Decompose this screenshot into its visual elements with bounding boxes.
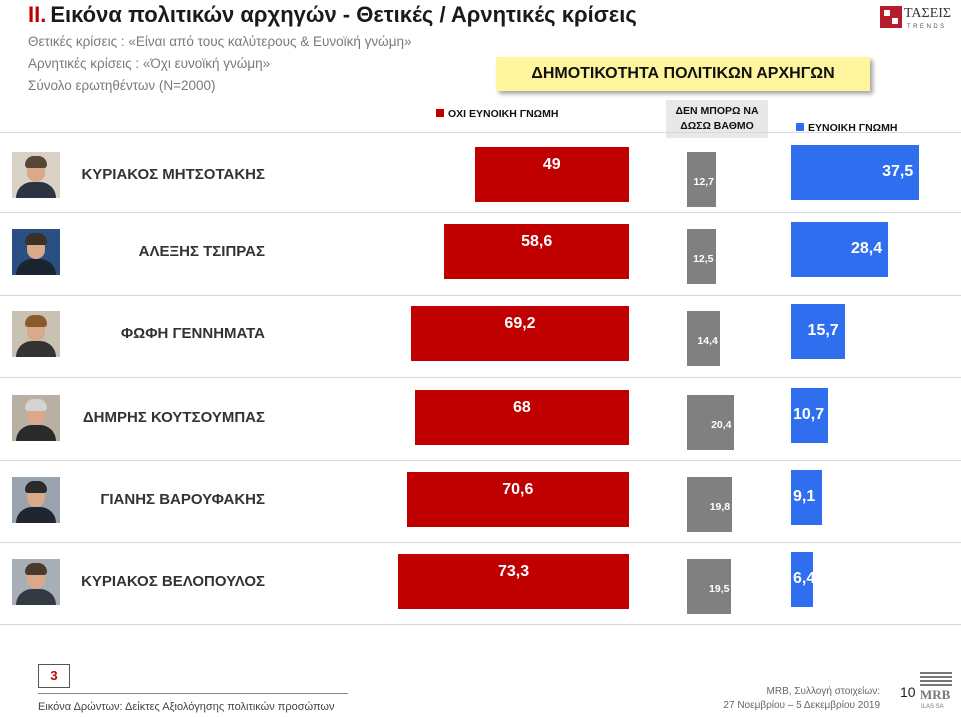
avatar-hair xyxy=(25,481,47,493)
avatar-body xyxy=(16,425,56,441)
bar-positive xyxy=(791,552,813,607)
leader-name: ΚΥΡΙΑΚΟΣ ΜΗΤΣΟΤΑΚΗΣ xyxy=(81,166,265,183)
row-divider xyxy=(0,295,961,296)
section-number: II. xyxy=(28,2,47,27)
leader-name: ΑΛΕΞΗΣ ΤΣΙΠΡΑΣ xyxy=(138,243,265,260)
tasseis-logo: ΤΑΣΕΙΣ TRENDS xyxy=(880,6,956,32)
bar-neutral xyxy=(687,229,716,284)
leader-avatar xyxy=(12,477,60,523)
avatar-hair xyxy=(25,233,47,245)
avatar-body xyxy=(16,259,56,275)
source-line-2: 27 Νοεμβρίου – 5 Δεκεμβρίου 2019 xyxy=(723,700,880,711)
leader-name: ΚΥΡΙΑΚΟΣ ΒΕΛΟΠΟΥΛΟΣ xyxy=(81,573,265,590)
bar-neutral xyxy=(687,559,732,614)
mrb-logo-stripes xyxy=(920,672,952,686)
leader-avatar xyxy=(12,559,60,605)
row-divider xyxy=(0,132,961,133)
avatar-hair xyxy=(25,156,47,168)
row-divider xyxy=(0,212,961,213)
bar-positive-label: 28,4 xyxy=(850,240,883,257)
bar-neutral-label: 12,7 xyxy=(693,176,714,188)
page-number: 10 xyxy=(900,684,916,700)
bar-negative xyxy=(406,472,629,527)
page-title: II. Εικόνα πολιτικών αρχηγών - Θετικές / … xyxy=(28,2,637,28)
tasseis-logo-tagline: TRENDS xyxy=(907,24,947,30)
subtitle-sample: Σύνολο ερωτηθέντων (N=2000) xyxy=(28,78,216,93)
footer-divider xyxy=(38,693,348,694)
subtitle-positive: Θετικές κρίσεις : «Είναι από τους καλύτε… xyxy=(28,34,412,49)
row-divider xyxy=(0,377,961,378)
bar-neutral-label: 14,4 xyxy=(697,335,718,347)
title-text: Εικόνα πολιτικών αρχηγών - Θετικές / Αρν… xyxy=(50,2,637,27)
bar-positive-label: 15,7 xyxy=(807,322,839,339)
bar-negative xyxy=(414,390,629,445)
bar-neutral xyxy=(687,395,734,450)
bar-neutral xyxy=(687,152,716,207)
bar-negative xyxy=(398,554,629,609)
leader-avatar xyxy=(12,395,60,441)
legend-positive-swatch xyxy=(796,123,804,131)
bar-positive xyxy=(791,304,845,359)
leader-avatar xyxy=(12,229,60,275)
avatar-hair xyxy=(25,563,47,575)
leader-name: ΦΩΦΗ ΓΕΝΝΗΜΑΤΑ xyxy=(120,325,265,342)
bar-neutral-label: 20,4 xyxy=(711,419,732,431)
leader-avatar xyxy=(12,311,60,357)
legend-neutral: ΔΕΝ ΜΠΟΡΩ ΝΑ ΔΩΣΩ ΒΑΘΜΟ xyxy=(666,100,768,138)
row-divider xyxy=(0,542,961,543)
section-page-box: 3 xyxy=(38,664,70,688)
mrb-logo-sub: ILAS SA xyxy=(921,704,944,710)
chart-title: ΔΗΜΟΤΙΚΟΤΗΤΑ ΠΟΛΙΤΙΚΩΝ ΑΡΧΗΓΩΝ xyxy=(496,57,870,91)
mrb-logo: MRB ILAS SA xyxy=(920,672,954,716)
bar-negative-label: 70,6 xyxy=(502,481,534,498)
avatar-body xyxy=(16,341,56,357)
avatar-body xyxy=(16,507,56,523)
legend-neutral-label: ΔΕΝ ΜΠΟΡΩ ΝΑ ΔΩΣΩ ΒΑΘΜΟ xyxy=(675,105,759,132)
bar-positive-label: 37,5 xyxy=(882,163,914,180)
footer-caption: Εικόνα Δρώντων: Δείκτες Αξιολόγησης πολι… xyxy=(38,701,335,713)
avatar-hair xyxy=(25,315,47,327)
leader-avatar xyxy=(12,152,60,198)
bar-negative-label: 58,6 xyxy=(521,233,553,250)
source-line-1: MRB, Συλλογή στοιχείων: xyxy=(766,686,880,697)
bar-negative-label: 68 xyxy=(512,399,531,416)
tasseis-logo-name: ΤΑΣΕΙΣ xyxy=(904,6,952,21)
bar-negative-label: 49 xyxy=(542,156,561,173)
bar-positive xyxy=(791,470,823,525)
legend-negative-label: ΟΧΙ ΕΥΝΟΙΚΗ ΓΝΩΜΗ xyxy=(448,108,559,120)
row-divider xyxy=(0,624,961,625)
bar-negative xyxy=(444,224,629,279)
avatar-body xyxy=(16,589,56,605)
legend-positive: ΕΥΝΟΙΚΗ ΓΝΩΜΗ xyxy=(796,122,897,134)
bar-positive xyxy=(791,222,889,277)
leader-name: ΔΗΜΡΗΣ ΚΟΥΤΣΟΥΜΠΑΣ xyxy=(82,409,265,426)
avatar-body xyxy=(16,182,56,198)
bar-negative-label: 69,2 xyxy=(504,315,536,332)
bar-positive-label: 6,4 xyxy=(793,570,816,587)
mrb-logo-text: MRB xyxy=(920,687,951,702)
bar-positive-label: 9,1 xyxy=(793,488,816,505)
bar-positive xyxy=(791,145,920,200)
row-divider xyxy=(0,460,961,461)
bar-positive xyxy=(791,388,828,443)
legend-negative: ΟΧΙ ΕΥΝΟΙΚΗ ΓΝΩΜΗ xyxy=(436,108,558,120)
leader-name: ΓΙΑΝΗΣ ΒΑΡΟΥΦΑΚΗΣ xyxy=(100,491,265,508)
bar-neutral xyxy=(687,311,720,366)
subtitle-negative: Αρνητικές κρίσεις : «Όχι ευνοϊκή γνώμη» xyxy=(28,56,271,71)
bar-neutral xyxy=(687,477,733,532)
bar-neutral-label: 19,8 xyxy=(709,501,731,513)
bar-negative xyxy=(474,147,629,202)
legend-negative-swatch xyxy=(436,109,444,117)
bar-neutral-label: 19,5 xyxy=(709,583,730,595)
bar-negative xyxy=(411,306,629,361)
bar-neutral-label: 12,5 xyxy=(693,253,714,265)
avatar-hair xyxy=(25,399,47,411)
bar-negative-label: 73,3 xyxy=(497,563,530,580)
tasseis-logo-mark xyxy=(880,6,902,28)
legend-positive-label: ΕΥΝΟΙΚΗ ΓΝΩΜΗ xyxy=(808,122,898,134)
bar-positive-label: 10,7 xyxy=(793,406,825,423)
